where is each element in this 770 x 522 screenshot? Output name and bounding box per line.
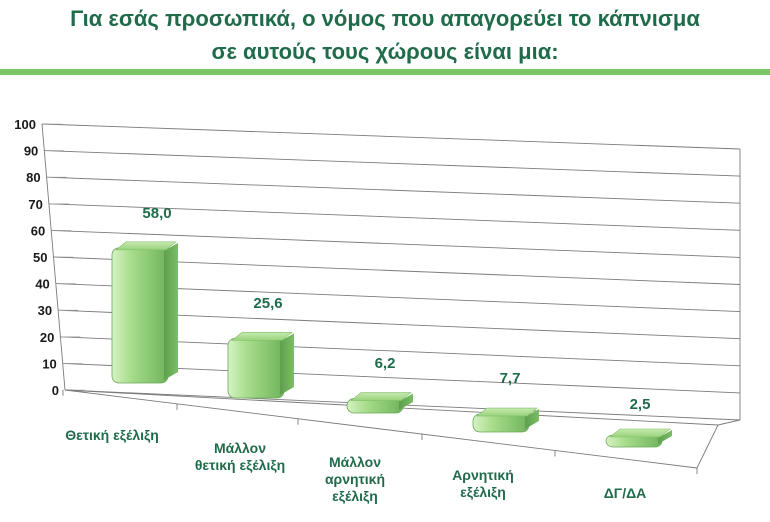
category-label: Αρνητική εξέλιξη [452, 467, 514, 500]
gridline [48, 203, 741, 231]
gridline [41, 123, 741, 150]
y-tick-label: 30 [38, 303, 52, 318]
bar [111, 247, 169, 384]
floor-right-edge [696, 424, 719, 469]
title-line-1: Για εσάς προσωπικά, ο νόμος που απαγορεύ… [70, 6, 700, 31]
chart-title: Για εσάς προσωπικά, ο νόμος που απαγορεύ… [0, 2, 770, 68]
data-label: 2,5 [630, 396, 651, 413]
gridlines [41, 123, 741, 421]
data-label: 25,6 [253, 295, 282, 312]
bar-top [609, 428, 671, 438]
bars [111, 241, 672, 448]
data-label: 7,7 [500, 370, 521, 387]
y-tick-label: 100 [14, 117, 36, 132]
category-label: Μάλλον θετική εξέλιξη [195, 440, 285, 473]
gridline [46, 176, 741, 204]
gridline [44, 150, 741, 177]
bar [472, 413, 530, 433]
labels: 0 10 20 30 40 50 60 70 80 90 100 58,0 25,6 6,2 7,7 2,5 Θ… [14, 117, 650, 504]
y-tick-label: 40 [35, 277, 49, 292]
title-divider [0, 69, 770, 75]
bar-top [350, 392, 412, 401]
bar-top [115, 241, 177, 251]
bar-side [399, 393, 413, 410]
bar-top [476, 407, 538, 417]
y-tick-label: 80 [26, 170, 40, 185]
bar [227, 337, 285, 399]
title-line-2: σε αυτούς τους χώρους είναι μια: [211, 39, 559, 64]
bar-side [658, 430, 672, 444]
bar-side [164, 242, 178, 380]
y-tick-label: 90 [24, 144, 38, 159]
bar-side [280, 333, 294, 395]
category-label: Μάλλον αρνητική εξέλιξη [325, 454, 385, 504]
y-tick-label: 70 [28, 197, 42, 212]
data-label: 6,2 [375, 355, 396, 372]
category-label: Θετική εξέλιξη [65, 427, 159, 443]
y-tick-label: 50 [33, 250, 47, 265]
y-axis-line [41, 123, 66, 391]
y-tick-label: 60 [31, 223, 45, 238]
data-label: 58,0 [142, 205, 171, 222]
x-axis-line [64, 389, 698, 469]
bar-top [231, 332, 293, 341]
gridline [51, 229, 741, 258]
y-tick-label: 0 [52, 383, 59, 398]
y-tick-label: 20 [40, 330, 54, 345]
category-label: ΔΓ/ΔΑ [604, 485, 647, 501]
bar-side [525, 409, 539, 429]
y-tick-label: 10 [42, 356, 56, 371]
axes [41, 123, 741, 474]
